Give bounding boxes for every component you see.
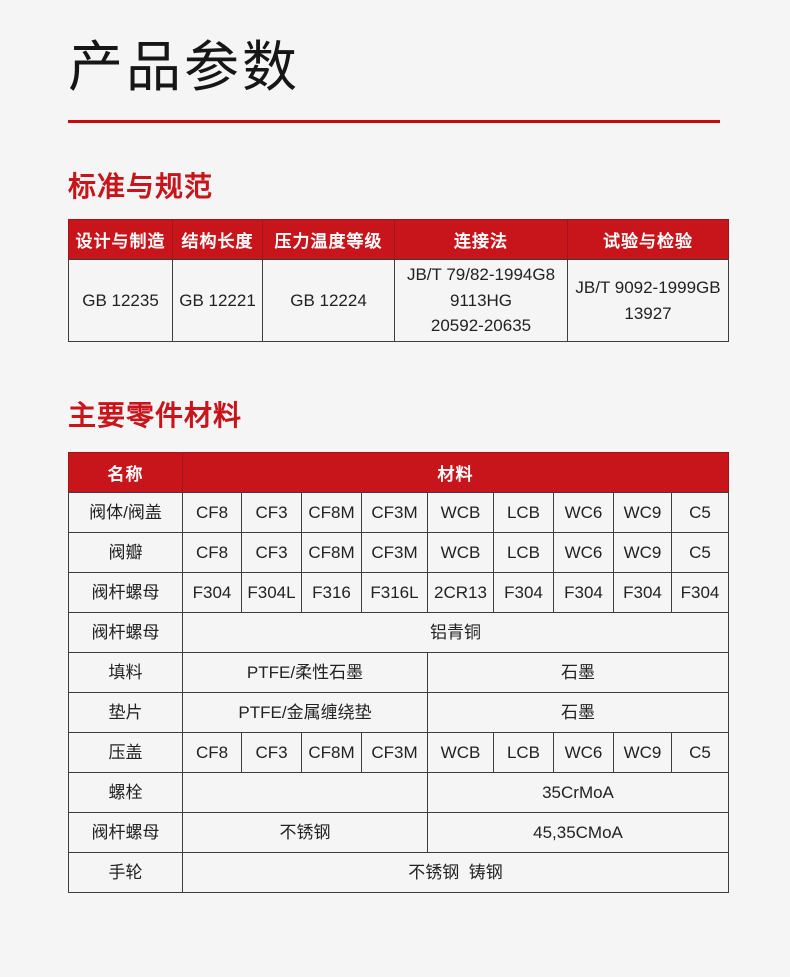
materials-section-heading: 主要零件材料	[68, 399, 243, 431]
material-cell: CF3	[241, 492, 302, 534]
table-row: 阀杆螺母 不锈钢 45,35CMoA	[68, 812, 730, 854]
table-row: 阀瓣 CF8 CF3 CF8M CF3M WCB LCB WC6 WC9 C5	[68, 532, 730, 574]
table-row: 阀体/阀盖 CF8 CF3 CF8M CF3M WCB LCB WC6 WC9 …	[68, 492, 730, 534]
material-cell: F304	[613, 572, 672, 614]
material-cell: CF8M	[301, 732, 362, 774]
material-cell: WC9	[613, 532, 672, 574]
part-name-cell: 阀体/阀盖	[68, 492, 183, 534]
material-cell: F304	[182, 572, 242, 614]
standards-table: 设计与制造 结构长度 压力温度等级 连接法 试验与检验 GB 12235 GB …	[68, 219, 729, 342]
part-name-cell: 阀杆螺母	[68, 612, 183, 654]
part-name-cell: 压盖	[68, 732, 183, 774]
table-row: 阀杆螺母 铝青铜	[68, 612, 730, 654]
title-underline	[68, 120, 720, 123]
standards-section-heading: 标准与规范	[68, 171, 214, 202]
material-cell: F316	[301, 572, 362, 614]
data-cell: JB/T 9092-1999GB 13927	[567, 259, 729, 342]
material-cell: F304L	[241, 572, 302, 614]
material-cell: 35CrMoA	[426, 772, 730, 814]
header-cell-connection: 连接法	[394, 219, 568, 261]
part-name-cell: 阀瓣	[68, 532, 183, 574]
part-name-cell: 垫片	[68, 692, 183, 734]
page-title: 产品参数	[68, 36, 301, 98]
material-cell: WC6	[553, 532, 614, 574]
header-cell-structure-length: 结构长度	[172, 219, 263, 261]
material-cell: WC9	[613, 492, 672, 534]
header-cell-name: 名称	[68, 452, 183, 494]
materials-table: 名称 材料 阀体/阀盖 CF8 CF3 CF8M CF3M WCB LCB WC…	[68, 452, 730, 894]
material-cell: C5	[670, 732, 730, 774]
material-cell: F304	[493, 572, 554, 614]
data-cell: GB 12224	[262, 259, 395, 342]
table-row: 垫片 PTFE/金属缠绕垫 石墨	[68, 692, 730, 734]
material-cell: PTFE/柔性石墨	[182, 652, 428, 694]
material-cell: LCB	[493, 732, 554, 774]
material-cell: CF8	[182, 732, 242, 774]
data-cell: JB/T 79/82-1994G8 9113HG 20592-20635	[394, 259, 568, 342]
part-name-cell: 手轮	[68, 852, 183, 894]
header-cell-material: 材料	[181, 452, 730, 494]
part-name-cell: 阀杆螺母	[68, 572, 183, 614]
material-cell: WC6	[553, 732, 614, 774]
material-cell: WC6	[553, 492, 614, 534]
table-row: 阀杆螺母 F304 F304L F316 F316L 2CR13 F304 F3…	[68, 572, 730, 614]
material-cell: WCB	[427, 492, 494, 534]
material-cell	[182, 772, 428, 814]
material-cell: CF3	[241, 732, 302, 774]
material-cell: LCB	[493, 532, 554, 574]
header-cell-test-inspection: 试验与检验	[567, 219, 729, 261]
standards-data-row: GB 12235 GB 12221 GB 12224 JB/T 79/82-19…	[68, 259, 729, 342]
material-cell: F304	[670, 572, 730, 614]
part-name-cell: 阀杆螺母	[68, 812, 183, 854]
material-cell: WCB	[427, 532, 494, 574]
material-cell: LCB	[493, 492, 554, 534]
data-cell: GB 12221	[172, 259, 263, 342]
part-name-cell: 螺栓	[68, 772, 183, 814]
material-cell: WCB	[427, 732, 494, 774]
material-cell: C5	[670, 532, 730, 574]
material-cell: CF3M	[361, 492, 428, 534]
material-cell: F316L	[361, 572, 428, 614]
material-cell: WC9	[613, 732, 672, 774]
material-cell: F304	[553, 572, 614, 614]
material-cell: CF3M	[361, 732, 428, 774]
table-row: 填料 PTFE/柔性石墨 石墨	[68, 652, 730, 694]
table-row: 手轮 不锈钢 铸钢	[68, 852, 730, 894]
header-cell-design: 设计与制造	[68, 219, 173, 261]
material-cell: 不锈钢	[182, 812, 428, 854]
material-cell: CF8	[182, 492, 242, 534]
material-cell: CF3M	[361, 532, 428, 574]
material-cell: PTFE/金属缠绕垫	[182, 692, 428, 734]
material-cell: 石墨	[426, 652, 730, 694]
table-row: 螺栓 35CrMoA	[68, 772, 730, 814]
material-cell: 不锈钢 铸钢	[181, 852, 730, 894]
materials-header-row: 名称 材料	[68, 452, 730, 494]
material-cell: 45,35CMoA	[426, 812, 730, 854]
material-cell: 石墨	[426, 692, 730, 734]
header-cell-pressure-temp: 压力温度等级	[262, 219, 395, 261]
material-cell: CF3	[241, 532, 302, 574]
data-cell: GB 12235	[68, 259, 173, 342]
material-cell: CF8M	[301, 532, 362, 574]
material-cell: CF8	[182, 532, 242, 574]
table-row: 压盖 CF8 CF3 CF8M CF3M WCB LCB WC6 WC9 C5	[68, 732, 730, 774]
standards-header-row: 设计与制造 结构长度 压力温度等级 连接法 试验与检验	[68, 219, 729, 261]
material-cell: CF8M	[301, 492, 362, 534]
material-cell: 铝青铜	[181, 612, 730, 654]
part-name-cell: 填料	[68, 652, 183, 694]
material-cell: C5	[670, 492, 730, 534]
material-cell: 2CR13	[427, 572, 494, 614]
